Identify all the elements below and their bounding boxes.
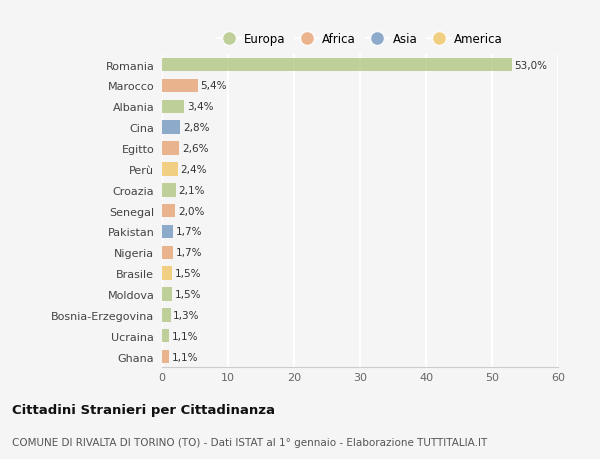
Bar <box>162 267 172 280</box>
Bar <box>162 288 172 301</box>
Text: 53,0%: 53,0% <box>514 61 547 71</box>
Legend: Europa, Africa, Asia, America: Europa, Africa, Asia, America <box>214 30 506 50</box>
Text: 1,7%: 1,7% <box>176 227 202 237</box>
Bar <box>162 59 512 72</box>
Bar <box>162 101 184 114</box>
Bar <box>162 350 169 364</box>
Text: 1,5%: 1,5% <box>175 289 201 299</box>
Text: 1,1%: 1,1% <box>172 331 199 341</box>
Text: 2,0%: 2,0% <box>178 206 204 216</box>
Bar <box>162 79 197 93</box>
Text: 2,4%: 2,4% <box>181 164 207 174</box>
Text: 2,8%: 2,8% <box>183 123 209 133</box>
Text: 1,3%: 1,3% <box>173 310 200 320</box>
Bar <box>162 308 170 322</box>
Text: COMUNE DI RIVALTA DI TORINO (TO) - Dati ISTAT al 1° gennaio - Elaborazione TUTTI: COMUNE DI RIVALTA DI TORINO (TO) - Dati … <box>12 437 487 447</box>
Text: 1,1%: 1,1% <box>172 352 199 362</box>
Bar <box>162 225 173 239</box>
Bar <box>162 142 179 156</box>
Bar <box>162 184 176 197</box>
Bar <box>162 204 175 218</box>
Text: 5,4%: 5,4% <box>200 81 227 91</box>
Bar <box>162 163 178 176</box>
Text: 2,6%: 2,6% <box>182 144 208 154</box>
Text: Cittadini Stranieri per Cittadinanza: Cittadini Stranieri per Cittadinanza <box>12 403 275 416</box>
Bar <box>162 246 173 259</box>
Bar <box>162 329 169 343</box>
Text: 3,4%: 3,4% <box>187 102 214 112</box>
Text: 2,1%: 2,1% <box>179 185 205 196</box>
Text: 1,5%: 1,5% <box>175 269 201 279</box>
Bar <box>162 121 181 134</box>
Text: 1,7%: 1,7% <box>176 248 202 258</box>
